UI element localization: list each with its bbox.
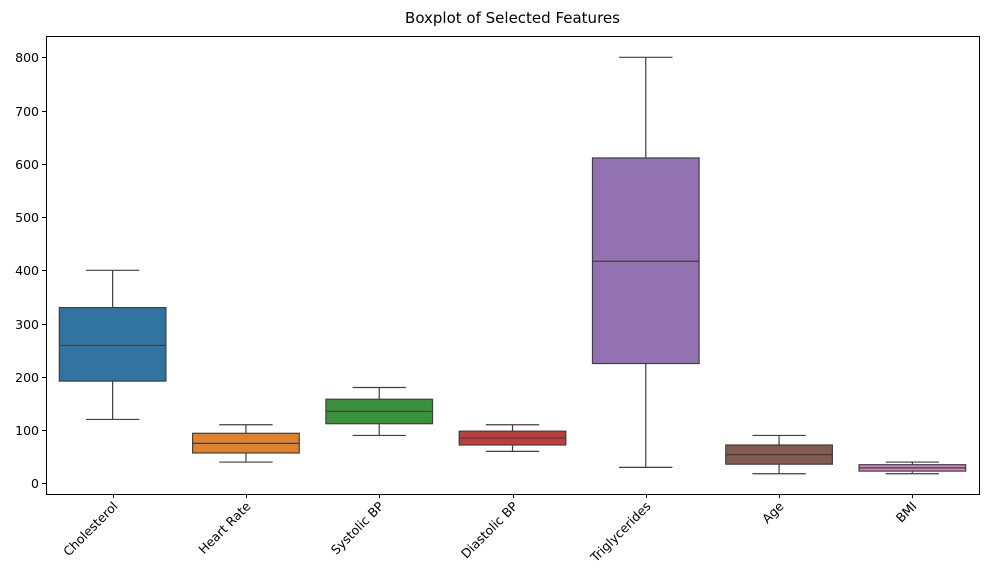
y-tick-label: 200	[15, 370, 39, 385]
x-tick-label: BMI	[893, 499, 920, 526]
x-tick-label: Age	[759, 498, 787, 526]
y-tick-label: 300	[15, 317, 39, 332]
y-tick-label: 600	[15, 157, 39, 172]
x-tick-label: Systolic BP	[328, 498, 387, 557]
plot-frame	[46, 36, 980, 495]
box-group-systolic-bp	[325, 386, 434, 437]
box-group-diastolic-bp	[458, 424, 567, 452]
box-group-heart-rate	[192, 424, 300, 463]
y-tick-label: 700	[15, 104, 39, 119]
y-tick-label: 800	[15, 50, 39, 65]
box-group-cholesterol	[58, 269, 167, 421]
x-tick-label: Diastolic BP	[458, 498, 521, 561]
y-tick-label: 0	[31, 476, 39, 491]
box-group-age	[725, 434, 833, 475]
y-tick-label: 400	[15, 263, 39, 278]
boxes	[58, 56, 967, 475]
x-tick-label: Heart Rate	[195, 498, 254, 557]
x-tick-label: Cholesterol	[60, 499, 121, 560]
y-tick-label: 100	[15, 423, 39, 438]
x-tick-label: Triglycerides	[587, 499, 654, 566]
x-axis: Cholesterol Heart Rate Systolic BP Diastoli…	[60, 494, 920, 565]
box-group-triglycerides	[591, 56, 700, 468]
iqr-box	[58, 307, 167, 382]
box-group-bmi	[858, 461, 967, 475]
y-tick-label: 500	[15, 210, 39, 225]
chart-title: Boxplot of Selected Features	[405, 9, 620, 27]
y-axis: 0 100 200 300 400 500 600 700 800	[15, 50, 46, 491]
